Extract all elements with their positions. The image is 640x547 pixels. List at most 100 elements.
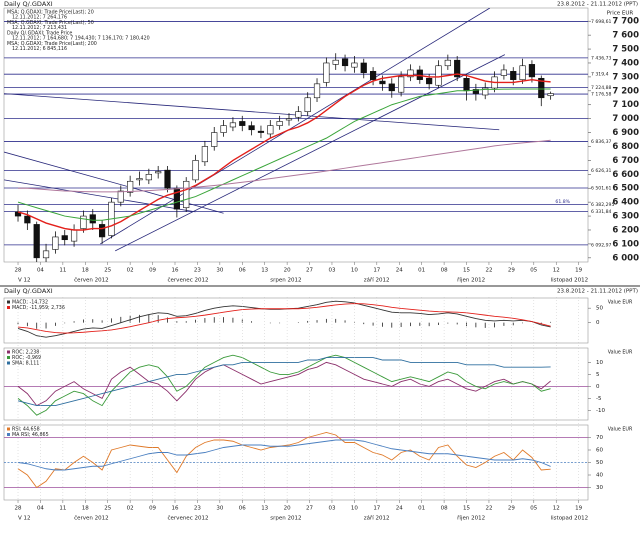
- legend-detail: 12.11.2012; 7 164,680; 7 194,430; 7 136,…: [12, 36, 150, 42]
- y-tick-label: 10: [596, 360, 603, 366]
- y-tick-label: -5: [596, 396, 602, 402]
- candle-body: [285, 118, 293, 121]
- y-tick-label: 0: [596, 384, 600, 390]
- candle-body: [519, 65, 526, 80]
- y-tick-label: 50: [596, 306, 603, 312]
- legend-entry: RSI; 44,658: [12, 427, 40, 433]
- x-tick-label: 08: [441, 506, 448, 512]
- candle-body: [351, 62, 358, 68]
- panel-title: Daily Q/.GDAXI: [4, 0, 53, 8]
- candle-body: [276, 121, 283, 126]
- candle-body: [211, 132, 218, 147]
- candle-body: [220, 125, 227, 133]
- x-tick-label: 29: [508, 268, 515, 274]
- y-tick-label: 7 500: [612, 45, 639, 55]
- candle-body: [229, 122, 237, 128]
- legend-swatch: [7, 361, 10, 365]
- candle-body: [33, 224, 40, 259]
- candle-body: [239, 121, 246, 126]
- x-tick-label: 18: [82, 268, 89, 274]
- candle-body: [257, 130, 265, 133]
- x-tick-label: 03: [328, 506, 335, 512]
- candle-body: [267, 125, 274, 135]
- candle-body: [398, 76, 405, 93]
- indicator-line: [17, 303, 551, 334]
- candle-body: [323, 62, 330, 83]
- y-tick-label: 7 200: [612, 86, 639, 96]
- level-note: 61.8%: [555, 199, 570, 205]
- x-tick-label: 29: [508, 506, 515, 512]
- candle-body: [164, 169, 171, 189]
- moving-average: [17, 73, 551, 231]
- x-tick-label: 02: [127, 506, 134, 512]
- moving-average: [18, 139, 551, 193]
- y-tick-label: 7 100: [612, 100, 639, 110]
- candle-body: [99, 224, 106, 238]
- indicator-line: [17, 439, 551, 471]
- candle-body: [183, 180, 190, 209]
- x-tick-label: 22: [485, 506, 492, 512]
- y-tick-label: 6 600: [612, 170, 639, 180]
- candle-body: [407, 69, 414, 78]
- x-tick-label: 17: [373, 268, 380, 274]
- x-tick-label: 15: [463, 268, 470, 274]
- y-tick-label: 6 300: [612, 212, 639, 222]
- candle-body: [117, 190, 124, 203]
- pane-frame: [3, 297, 589, 344]
- trendline: [100, 8, 491, 245]
- y-tick-label: 6 800: [612, 142, 639, 152]
- legend-entry: Daily Q/.GDAXI; Trade Price: [7, 31, 72, 37]
- candle-body: [538, 77, 545, 99]
- x-tick-label: 13: [261, 268, 268, 274]
- x-tick-label: 20: [284, 268, 291, 274]
- legend-entry: MACD; -11,959; 2,736: [12, 305, 65, 311]
- x-tick-label: 01: [418, 268, 425, 274]
- candle-body: [248, 125, 255, 131]
- candle-body: [332, 59, 339, 65]
- x-tick-label: 25: [104, 506, 111, 512]
- y-tick-label: -10: [596, 408, 605, 414]
- x-tick-label: 19: [575, 268, 582, 274]
- x-tick-label: 23: [194, 268, 201, 274]
- y-tick-label: 6 000: [612, 253, 639, 263]
- indicator-line: [17, 354, 551, 416]
- y-tick-label: 5: [596, 372, 600, 378]
- month-label: V 12: [18, 516, 31, 522]
- indicator-line: [17, 361, 551, 407]
- x-tick-label: 02: [127, 268, 134, 274]
- legend-swatch: [7, 427, 10, 431]
- candle-body: [500, 69, 508, 76]
- candle-body: [369, 71, 377, 80]
- candle-body: [80, 215, 87, 229]
- x-tick-label: 04: [37, 506, 44, 512]
- candle-body: [145, 174, 152, 181]
- level-label: 6 501,61: [591, 186, 612, 192]
- y-tick-label: 30: [596, 485, 603, 491]
- candle-body: [388, 83, 395, 92]
- x-tick-label: 03: [328, 268, 335, 274]
- main-frame: [3, 7, 589, 263]
- y-axis-label: Value EUR: [608, 427, 633, 433]
- month-label: listopad 2012: [551, 516, 589, 522]
- candle-body: [201, 146, 208, 163]
- legend-entry: MACD; -14,732: [12, 300, 48, 306]
- x-tick-label: 12: [553, 506, 560, 512]
- x-tick-label: 30: [216, 506, 223, 512]
- legend-swatch: [7, 356, 10, 359]
- x-tick-label: 06: [239, 506, 246, 512]
- legend-entry: MSA; Q.GDAXI; Trade Price(Last); 50: [7, 20, 94, 26]
- y-tick-label: 6 400: [612, 198, 639, 208]
- legend-detail: 12.11.2012; 7 264,176: [12, 15, 67, 21]
- x-tick-label: 24: [396, 268, 403, 274]
- candle-body: [42, 250, 50, 259]
- legend-entry: SMA; 8,111: [12, 361, 39, 367]
- month-label: září 2012: [364, 515, 390, 522]
- month-label: srpen 2012: [270, 516, 301, 522]
- x-tick-label: 15: [463, 506, 470, 512]
- candle-body: [463, 77, 470, 92]
- candle-body: [61, 235, 68, 241]
- legend-entry: MA RSI; 46,865: [12, 432, 49, 438]
- level-label: 7 224,88: [591, 85, 612, 91]
- x-tick-label: 09: [149, 268, 156, 274]
